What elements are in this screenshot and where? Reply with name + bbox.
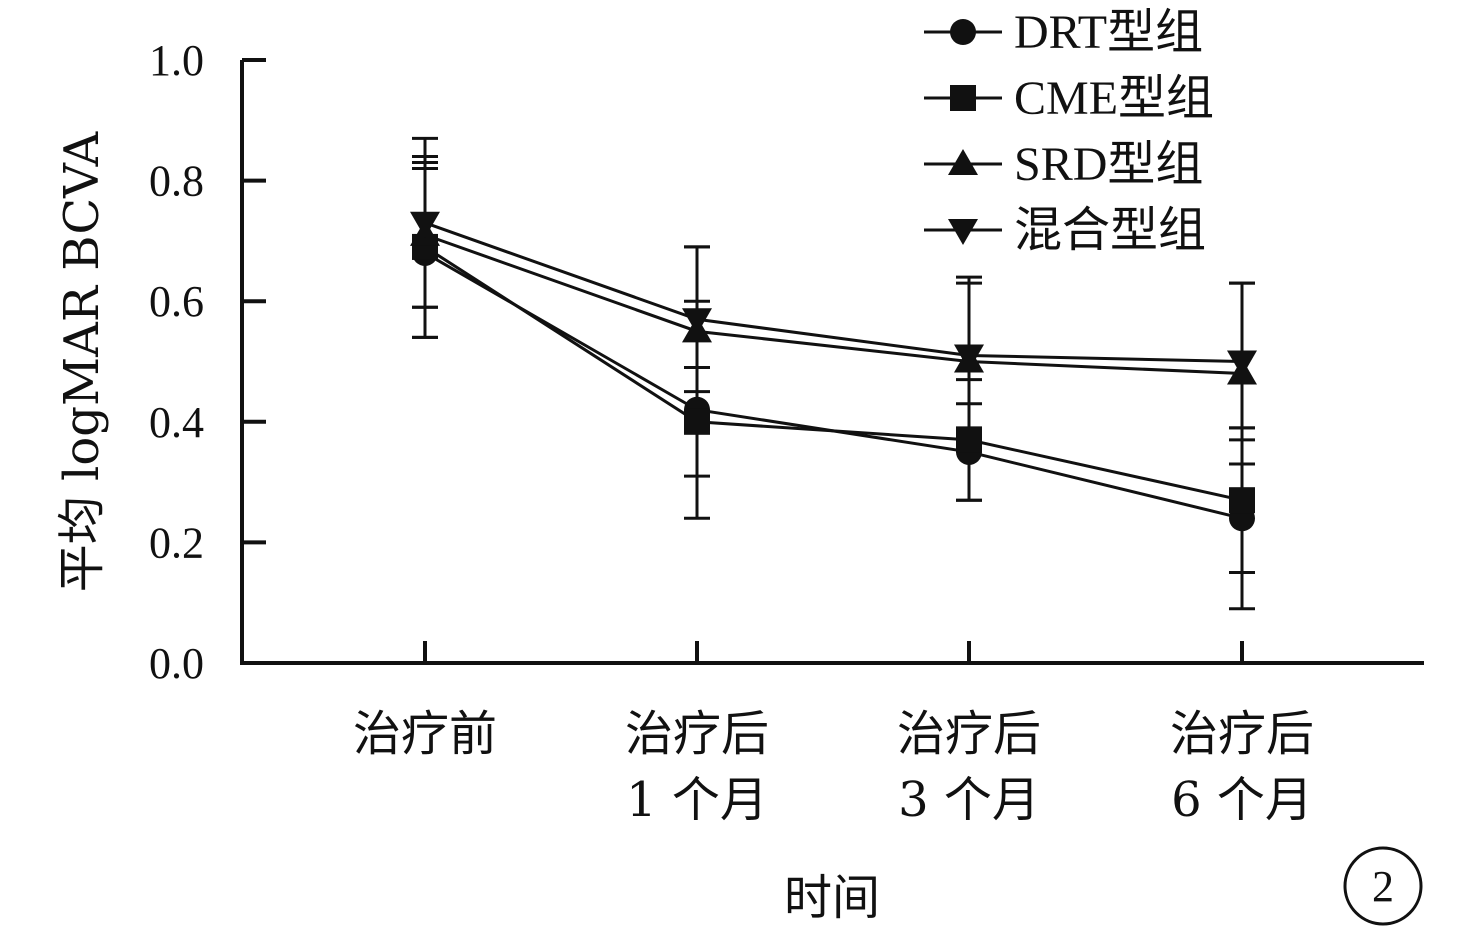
legend-item-srd: SRD型组 <box>924 138 1203 191</box>
y-axis-title: 平均 logMAR BCVA <box>54 130 110 592</box>
series-mixed-line <box>424 221 1243 363</box>
data-point <box>684 408 710 435</box>
y-tick-label: 1.0 <box>149 36 204 85</box>
series-cme-line <box>424 245 1243 502</box>
legend-label: CME型组 <box>1014 72 1214 125</box>
legend-label: 混合型组 <box>1014 204 1206 257</box>
y-tick-label: 0.0 <box>149 639 204 688</box>
x-tick-label: 治疗后 <box>625 706 769 762</box>
y-tick-label: 0.6 <box>149 277 204 326</box>
x-axis-title: 时间 <box>784 870 880 926</box>
series-drt-line <box>424 251 1243 520</box>
series-drt <box>412 239 1255 532</box>
x-tick-label: 6 个月 <box>1171 772 1313 828</box>
data-point <box>682 308 712 335</box>
panel-label-text: 2 <box>1372 862 1394 911</box>
legend-marker <box>950 85 976 111</box>
legend-item-mixed: 混合型组 <box>924 204 1206 257</box>
legend-item-drt: DRT型组 <box>924 6 1203 59</box>
x-tick-label: 治疗后 <box>1170 706 1314 762</box>
legend-item-cme: CME型组 <box>924 72 1214 125</box>
x-tick-label: 3 个月 <box>898 772 1040 828</box>
legend-label: DRT型组 <box>1014 6 1203 59</box>
y-tick-label: 0.2 <box>149 518 204 567</box>
y-tick-label: 0.4 <box>149 398 204 447</box>
x-ticks: 治疗前 治疗后 1 个月 治疗后 3 个月 治疗后 6 个月 <box>353 641 1314 828</box>
panel-label: 2 <box>1343 846 1423 926</box>
panel-label-circle <box>1343 846 1423 926</box>
series-cme <box>412 233 1255 514</box>
axes <box>240 60 1424 665</box>
legend-marker <box>948 149 978 175</box>
data-point <box>410 211 440 238</box>
data-point <box>954 344 984 371</box>
data-point <box>1227 350 1257 377</box>
legend-marker <box>948 219 978 245</box>
data-point <box>1229 487 1255 514</box>
legend-marker <box>950 19 976 45</box>
y-tick-label: 0.8 <box>149 157 204 206</box>
legend-label: SRD型组 <box>1014 138 1203 191</box>
series-mixed <box>410 211 1257 377</box>
series-layer <box>410 136 1257 611</box>
x-tick-label: 治疗后 <box>897 706 1041 762</box>
data-point <box>956 426 982 453</box>
series-srd-line <box>424 233 1243 376</box>
y-ticks: 0.0 0.2 0.4 0.6 0.8 1.0 <box>149 36 266 688</box>
x-tick-label: 1 个月 <box>626 772 768 828</box>
x-tick-label: 治疗前 <box>353 706 497 762</box>
